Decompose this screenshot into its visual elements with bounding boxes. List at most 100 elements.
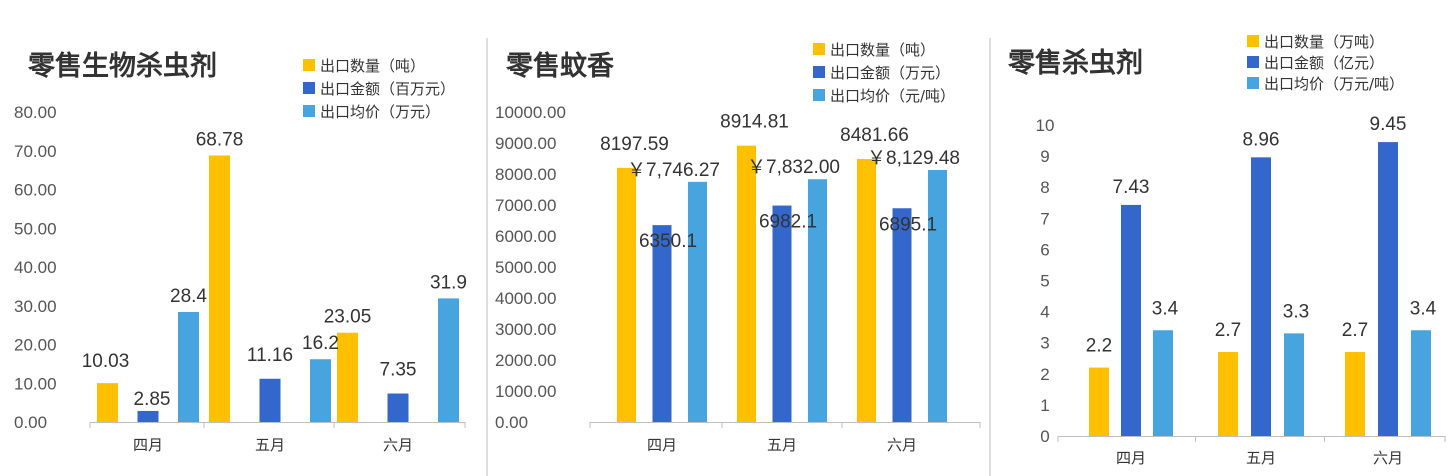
data-label: 31.9	[430, 272, 467, 293]
x-category-label: 四月	[133, 436, 163, 454]
y-tick-label: 9000.00	[495, 134, 556, 153]
legend-label: 出口均价（元/吨）	[830, 87, 955, 105]
data-label: 10.03	[82, 351, 130, 372]
bar	[259, 378, 281, 422]
data-label: 2.7	[1215, 320, 1241, 341]
x-category-label: 六月	[887, 436, 917, 454]
y-tick-label: 10000.00	[495, 103, 566, 122]
legend-label: 出口均价（万元/吨）	[1264, 75, 1404, 93]
x-category-label: 四月	[1116, 449, 1146, 467]
legend-swatch	[1247, 77, 1259, 89]
x-category-label: 四月	[647, 436, 677, 454]
bar	[1411, 330, 1431, 436]
data-label: 68.78	[196, 129, 244, 150]
bar	[209, 155, 230, 423]
chart-title: 零售生物杀虫剂	[27, 50, 217, 82]
x-category-label: 六月	[1373, 449, 1403, 467]
legend-swatch	[303, 82, 315, 94]
bar	[1284, 333, 1304, 436]
chart-title: 零售杀虫剂	[1007, 47, 1143, 79]
data-label: 3.4	[1152, 298, 1179, 319]
bar	[438, 298, 459, 422]
legend-swatch	[813, 66, 825, 78]
y-tick-label: 2000.00	[495, 351, 556, 370]
y-tick-label: 20.00	[14, 336, 57, 355]
bar	[387, 393, 409, 422]
legend-swatch	[303, 105, 315, 117]
bar	[337, 332, 358, 422]
data-label: 3.4	[1410, 298, 1437, 319]
legend-label: 出口数量（万吨）	[1264, 33, 1384, 51]
data-label: 6350.1	[639, 231, 697, 252]
bar	[808, 179, 827, 422]
bar	[928, 169, 947, 422]
y-tick-label: 8000.00	[495, 165, 556, 184]
data-label: 8914.81	[720, 112, 789, 133]
bar	[137, 410, 159, 422]
y-tick-label: 3000.00	[495, 320, 556, 339]
x-category-label: 五月	[1246, 449, 1276, 467]
bar	[1218, 352, 1238, 436]
legend-swatch	[1247, 56, 1259, 68]
data-label: ￥8,129.48	[867, 148, 960, 169]
y-tick-label: 2	[1040, 365, 1049, 384]
data-label: 2.85	[134, 389, 171, 410]
data-label: 8197.59	[600, 134, 669, 155]
data-label: 16.2	[302, 333, 339, 354]
bar	[1378, 142, 1398, 437]
data-label: 28.4	[170, 286, 207, 307]
y-tick-label: 50.00	[14, 219, 57, 238]
bar	[310, 359, 331, 422]
bar	[737, 145, 756, 423]
chart-title: 零售蚊香	[505, 50, 614, 82]
y-tick-label: 10.00	[14, 374, 57, 393]
y-tick-label: 40.00	[14, 258, 57, 277]
bar	[1345, 352, 1365, 436]
y-tick-label: 4	[1040, 303, 1049, 322]
y-tick-label: 30.00	[14, 297, 57, 316]
y-tick-label: 5	[1040, 272, 1049, 291]
legend-label: 出口金额（亿元）	[1264, 54, 1384, 72]
y-tick-label: 7000.00	[495, 196, 556, 215]
data-label: 2.7	[1342, 320, 1368, 341]
data-label: 6895.1	[879, 214, 937, 235]
bar	[1251, 157, 1271, 436]
bar	[652, 225, 672, 422]
x-category-label: 五月	[767, 436, 797, 454]
y-tick-label: 6	[1040, 240, 1049, 259]
legend-label: 出口数量（吨）	[320, 57, 425, 75]
data-label: 6982.1	[759, 212, 817, 233]
bar	[1153, 330, 1173, 436]
y-tick-label: 0	[1040, 427, 1049, 446]
legend-swatch	[813, 89, 825, 101]
x-category-label: 六月	[383, 436, 413, 454]
data-label: 23.05	[324, 307, 372, 328]
bar	[1121, 204, 1141, 436]
data-label: 7.35	[380, 360, 417, 381]
bar	[857, 159, 876, 422]
legend-label: 出口均价（万元）	[320, 103, 440, 121]
bar	[688, 181, 707, 422]
bar	[97, 383, 118, 422]
data-label: 9.45	[1370, 114, 1407, 135]
data-label: 7.43	[1113, 177, 1150, 198]
legend-swatch	[1247, 35, 1259, 47]
y-tick-label: 80.00	[14, 103, 57, 122]
x-category-label: 五月	[255, 436, 285, 454]
data-label: 2.2	[1086, 336, 1112, 357]
data-label: 3.3	[1283, 301, 1309, 322]
y-tick-label: 7	[1040, 209, 1049, 228]
legend-swatch	[813, 43, 825, 55]
y-tick-label: 9	[1040, 147, 1049, 166]
y-tick-label: 0.00	[495, 413, 528, 432]
data-label: 8481.66	[840, 125, 909, 146]
y-tick-label: 1000.00	[495, 382, 556, 401]
bar	[1089, 367, 1109, 436]
y-tick-label: 60.00	[14, 181, 57, 200]
y-tick-label: 8	[1040, 178, 1049, 197]
data-label: ￥7,746.27	[627, 160, 720, 181]
data-label: ￥7,832.00	[747, 157, 840, 178]
y-tick-label: 6000.00	[495, 227, 556, 246]
y-tick-label: 1	[1040, 396, 1049, 415]
